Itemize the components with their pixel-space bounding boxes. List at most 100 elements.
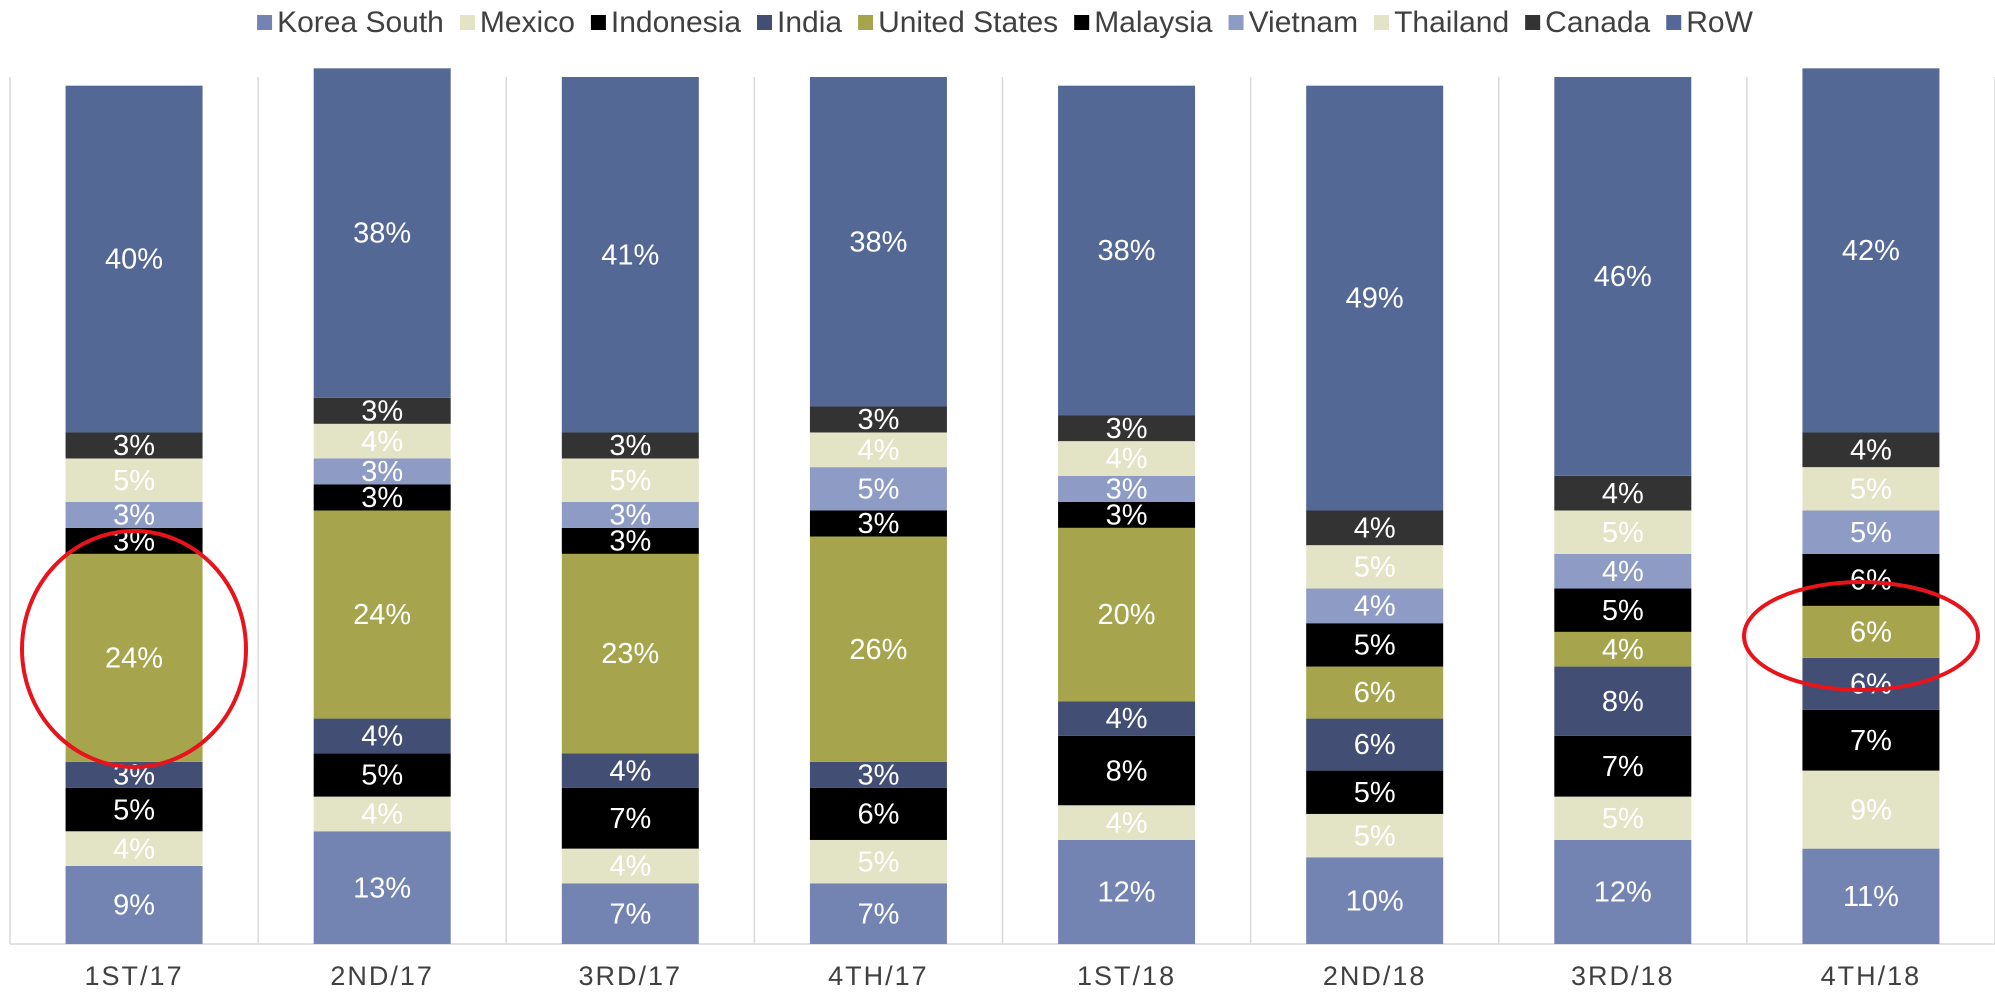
bar-segment — [1058, 441, 1196, 476]
data-label: 3% — [361, 395, 403, 427]
highlight-circle — [1742, 580, 1980, 692]
bar-segment — [809, 467, 947, 511]
data-label: 3% — [857, 760, 899, 792]
legend: Korea South Mexico Indonesia India United St… — [257, 6, 1754, 39]
bar-segment — [313, 484, 451, 511]
data-label: 4% — [857, 434, 899, 466]
bar-segment — [561, 501, 699, 528]
data-label: 3% — [857, 508, 899, 540]
data-label: 12% — [1098, 877, 1156, 909]
data-label: 5% — [1850, 517, 1892, 549]
data-label: 4% — [1354, 512, 1396, 544]
legend-label: Mexico — [480, 6, 575, 39]
bar-segment — [1058, 527, 1196, 702]
legend-swatch — [757, 15, 773, 30]
bar-segment — [1802, 553, 1940, 606]
bar-segment — [1058, 475, 1196, 502]
bar-segment — [1802, 848, 1940, 944]
bar-segment — [1306, 770, 1444, 814]
bar-segment — [1058, 701, 1196, 736]
bar-segment — [1554, 77, 1692, 476]
data-label: 3% — [1106, 473, 1148, 505]
legend-label: United States — [878, 6, 1058, 39]
bar-segment — [65, 787, 203, 832]
data-label: 5% — [1602, 595, 1644, 627]
legend-swatch — [858, 15, 874, 30]
legend-swatch — [459, 15, 475, 30]
bar-segment — [1306, 813, 1444, 858]
data-label: 4% — [1354, 591, 1396, 623]
data-label: 7% — [857, 898, 899, 930]
x-tick-label: 3RD/17 — [579, 961, 683, 991]
bar-segment — [313, 397, 451, 424]
bar-segment — [1554, 553, 1692, 589]
bar-segment — [65, 865, 203, 944]
bar-segment — [561, 77, 699, 433]
bar-segment — [65, 553, 203, 762]
data-label: 46% — [1594, 261, 1652, 293]
bar-segment — [313, 510, 451, 719]
data-label: 49% — [1346, 283, 1404, 315]
bar-segment — [65, 458, 203, 502]
bar-segment — [561, 553, 699, 754]
legend-label: RoW — [1686, 6, 1753, 39]
data-label: 5% — [113, 465, 155, 497]
data-label: 5% — [113, 794, 155, 826]
x-tick-label: 4TH/17 — [828, 961, 929, 991]
data-label: 6% — [1850, 617, 1892, 649]
bar-segment — [65, 432, 203, 459]
data-label: 38% — [1098, 235, 1156, 267]
bar-segment — [1058, 415, 1196, 442]
data-label: 5% — [1602, 803, 1644, 835]
data-label: 4% — [1602, 634, 1644, 666]
bar-segment — [1554, 735, 1692, 797]
bar-segment — [313, 423, 451, 459]
bar-segment — [65, 501, 203, 528]
bar-segment — [809, 839, 947, 884]
data-label: 5% — [857, 846, 899, 878]
data-label: 8% — [1602, 686, 1644, 718]
data-label: 40% — [105, 244, 163, 276]
data-label: 38% — [353, 218, 411, 250]
bar-segment — [1554, 796, 1692, 840]
bar-segment — [809, 77, 947, 407]
data-label: 4% — [361, 721, 403, 753]
highlight-circle — [20, 529, 248, 769]
data-label: 3% — [113, 430, 155, 462]
data-label: 4% — [609, 851, 651, 883]
data-label: 6% — [1354, 729, 1396, 761]
data-label: 3% — [361, 456, 403, 488]
bar-segment — [1554, 510, 1692, 554]
legend-label: India — [777, 6, 842, 39]
bar-segment — [1306, 85, 1444, 511]
data-label: 8% — [1106, 755, 1148, 787]
data-label: 4% — [1106, 443, 1148, 475]
legend-swatch — [590, 15, 606, 30]
bar-segment — [1554, 666, 1692, 736]
bar-segment — [1306, 588, 1444, 624]
bar-segment — [313, 68, 451, 398]
bar-segment — [1802, 432, 1940, 468]
legend-swatch — [1666, 15, 1682, 30]
x-tick-label: 2ND/17 — [330, 961, 434, 991]
bar-segment — [313, 796, 451, 832]
legend-label: Thailand — [1394, 6, 1509, 39]
data-label: 12% — [1594, 877, 1652, 909]
data-label: 24% — [105, 643, 163, 675]
data-label: 5% — [1602, 517, 1644, 549]
bar-segment — [561, 527, 699, 554]
bar-segment — [1306, 545, 1444, 589]
data-label: 3% — [609, 499, 651, 531]
x-tick-label: 1ST/18 — [1077, 961, 1176, 991]
bar-segment — [561, 787, 699, 849]
x-tick-label: 2ND/18 — [1323, 961, 1427, 991]
data-label: 3% — [1106, 499, 1148, 531]
bar-segment — [313, 718, 451, 754]
data-label: 7% — [1602, 751, 1644, 783]
data-label: 3% — [609, 526, 651, 558]
bar-segment — [1802, 770, 1940, 849]
data-label: 3% — [857, 404, 899, 436]
legend-swatch — [1074, 15, 1090, 30]
bar-segment — [1802, 605, 1940, 658]
